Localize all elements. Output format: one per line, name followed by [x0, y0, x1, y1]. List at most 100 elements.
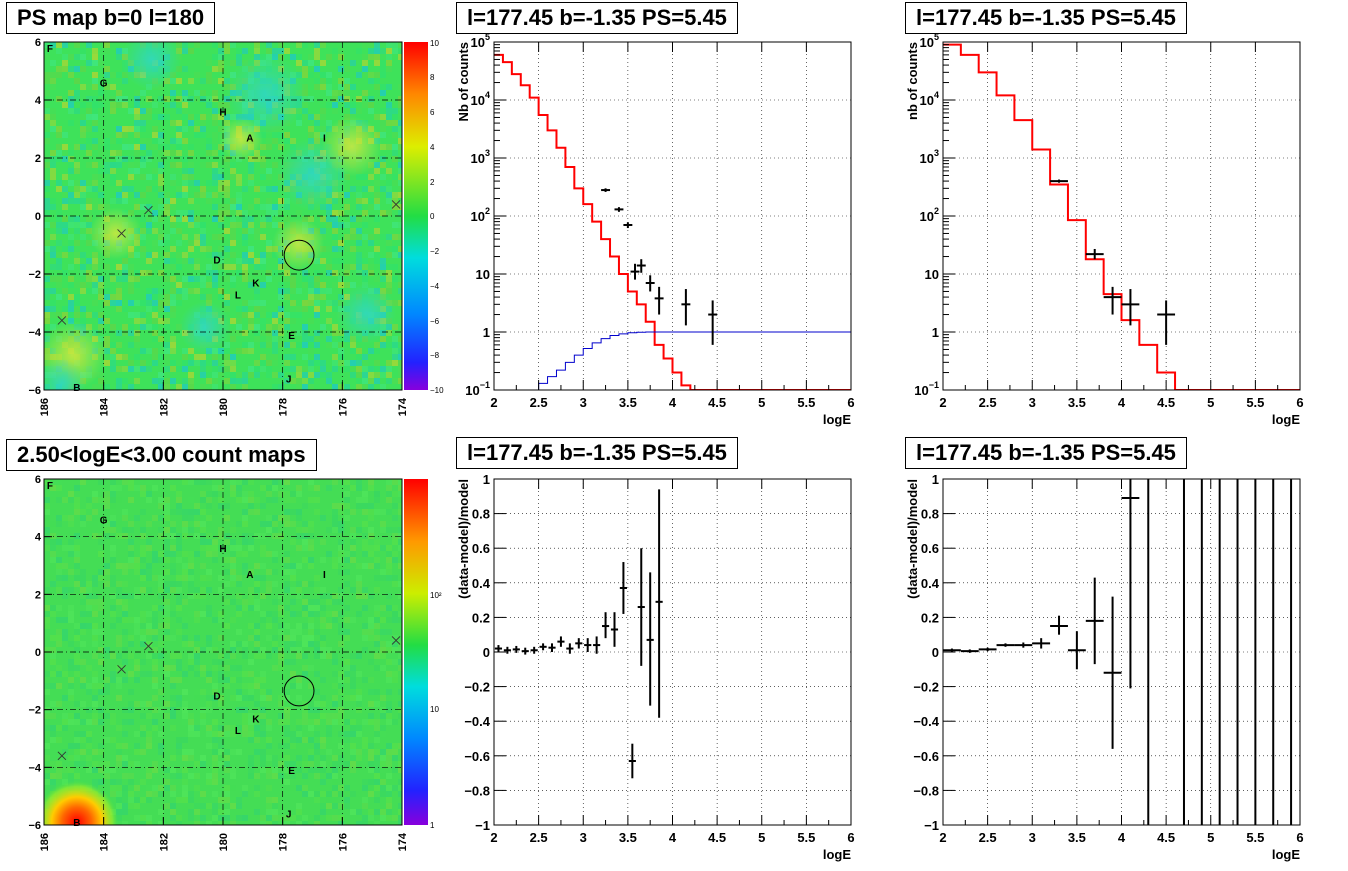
heatmap-cell: [212, 635, 218, 641]
heatmap-cell: [80, 641, 86, 647]
heatmap-cell: [164, 276, 170, 282]
heatmap-cell: [302, 515, 308, 521]
heatmap-cell: [116, 587, 122, 593]
heatmap-cell: [392, 605, 398, 611]
heatmap-cell: [248, 659, 254, 665]
heatmap-cell: [302, 539, 308, 545]
heatmap-cell: [224, 569, 230, 575]
heatmap-cell: [332, 785, 338, 791]
heatmap-cell: [128, 557, 134, 563]
heatmap-cell: [122, 563, 128, 569]
heatmap-cell: [398, 689, 402, 695]
heatmap-cell: [224, 701, 230, 707]
heatmap-cell: [92, 611, 98, 617]
heatmap-cell: [332, 384, 338, 390]
heatmap-cell: [338, 282, 344, 288]
heatmap-cell: [128, 497, 134, 503]
heatmap-cell: [182, 713, 188, 719]
heatmap-cell: [110, 479, 116, 485]
heatmap-cell: [68, 294, 74, 300]
heatmap-cell: [326, 102, 332, 108]
heatmap-cell: [272, 204, 278, 210]
heatmap-cell: [86, 527, 92, 533]
heatmap-cell: [242, 695, 248, 701]
heatmap-cell: [188, 605, 194, 611]
heatmap-cell: [290, 354, 296, 360]
heatmap-cell: [236, 258, 242, 264]
heatmap-cell: [44, 725, 50, 731]
heatmap-cell: [182, 192, 188, 198]
heatmap-cell: [398, 156, 402, 162]
heatmap-cell: [86, 186, 92, 192]
heatmap-cell: [152, 126, 158, 132]
heatmap-cell: [362, 797, 368, 803]
heatmap-cell: [140, 108, 146, 114]
y-tick-label: −4: [28, 327, 41, 339]
y-tick-label: 10−1: [914, 380, 939, 398]
heatmap-cell: [116, 785, 122, 791]
heatmap-cell: [182, 635, 188, 641]
heatmap-cell: [92, 312, 98, 318]
heatmap-cell: [266, 312, 272, 318]
heatmap-cell: [188, 210, 194, 216]
heatmap-cell: [110, 791, 116, 797]
heatmap-cell: [350, 587, 356, 593]
heatmap-cell: [200, 593, 206, 599]
heatmap-cell: [248, 569, 254, 575]
heatmap-cell: [272, 647, 278, 653]
heatmap-cell: [224, 114, 230, 120]
heatmap-cell: [230, 276, 236, 282]
heatmap-cell: [110, 719, 116, 725]
heatmap-cell: [338, 294, 344, 300]
heatmap-cell: [188, 372, 194, 378]
heatmap-cell: [266, 725, 272, 731]
heatmap-cell: [62, 581, 68, 587]
heatmap-cell: [236, 797, 242, 803]
heatmap-cell: [80, 84, 86, 90]
heatmap-cell: [140, 120, 146, 126]
heatmap-cell: [140, 821, 146, 825]
heatmap-cell: [122, 126, 128, 132]
heatmap-cell: [272, 821, 278, 825]
heatmap-cell: [188, 497, 194, 503]
heatmap-cell: [398, 162, 402, 168]
heatmap-cell: [188, 144, 194, 150]
heatmap-cell: [374, 491, 380, 497]
heatmap-cell: [224, 665, 230, 671]
heatmap-cell: [398, 809, 402, 815]
heatmap-cell: [50, 198, 56, 204]
heatmap-cell: [170, 276, 176, 282]
heatmap-cell: [158, 288, 164, 294]
heatmap-cell: [236, 665, 242, 671]
heatmap-cell: [290, 599, 296, 605]
heatmap-cell: [374, 60, 380, 66]
heatmap-cell: [92, 671, 98, 677]
heatmap-cell: [260, 156, 266, 162]
heatmap-cell: [218, 497, 224, 503]
heatmap-cell: [314, 132, 320, 138]
heatmap-cell: [152, 767, 158, 773]
heatmap-cell: [392, 581, 398, 587]
heatmap-cell: [272, 162, 278, 168]
heatmap-cell: [380, 617, 386, 623]
heatmap-cell: [326, 551, 332, 557]
heatmap-cell: [308, 384, 314, 390]
heatmap-cell: [386, 479, 392, 485]
heatmap-cell: [344, 360, 350, 366]
heatmap-cell: [242, 791, 248, 797]
heatmap-cell: [176, 821, 182, 825]
heatmap-cell: [386, 791, 392, 797]
heatmap-cell: [86, 581, 92, 587]
heatmap-cell: [284, 491, 290, 497]
heatmap-cell: [320, 360, 326, 366]
heatmap-cell: [224, 653, 230, 659]
heatmap-cell: [86, 150, 92, 156]
heatmap-cell: [386, 42, 392, 48]
heatmap-cell: [170, 84, 176, 90]
heatmap-cell: [68, 300, 74, 306]
heatmap-cell: [272, 737, 278, 743]
heatmap-cell: [206, 252, 212, 258]
x-tick-label: 6: [847, 395, 854, 410]
heatmap-cell: [140, 611, 146, 617]
heatmap-cell: [398, 180, 402, 186]
